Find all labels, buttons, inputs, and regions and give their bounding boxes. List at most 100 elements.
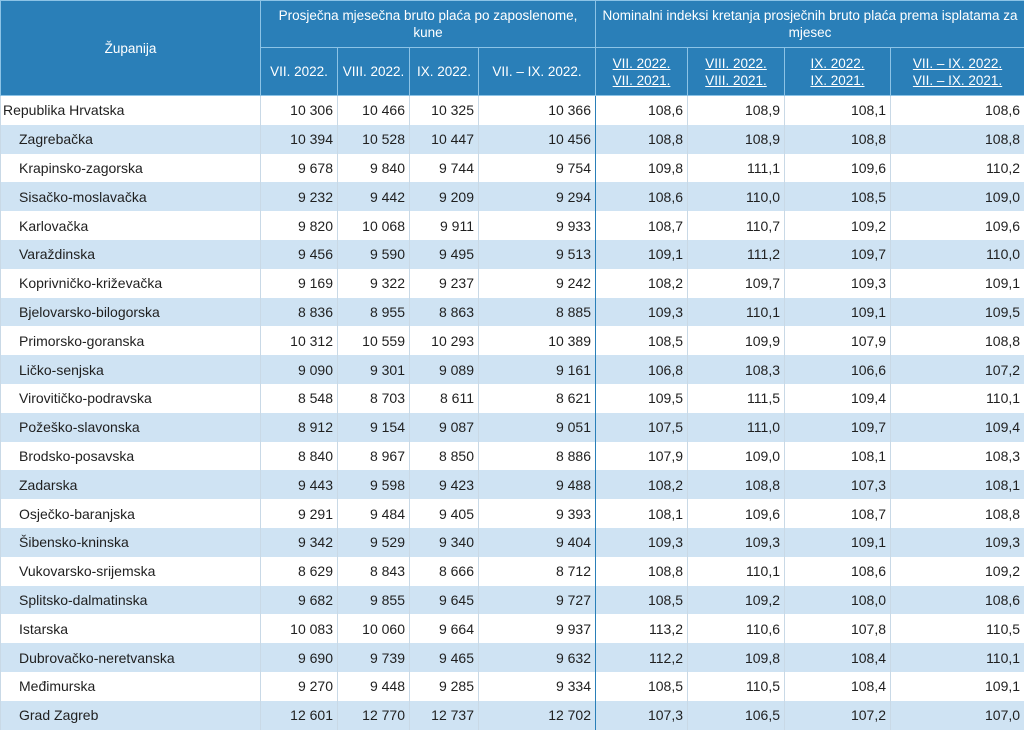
index-cell: 109,8 [596, 154, 688, 183]
index-cell: 109,8 [688, 643, 785, 672]
salary-cell: 9 051 [479, 413, 596, 442]
index-cell: 108,0 [785, 586, 891, 615]
index-cell: 109,5 [596, 384, 688, 413]
index-cell: 108,3 [688, 355, 785, 384]
index-cell: 109,3 [596, 298, 688, 327]
county-name: Republika Hrvatska [1, 96, 261, 125]
salary-cell: 10 293 [410, 326, 479, 355]
salary-cell: 10 389 [479, 326, 596, 355]
salary-cell: 9 301 [338, 355, 410, 384]
index-cell: 111,5 [688, 384, 785, 413]
salary-cell: 9 855 [338, 586, 410, 615]
index-cell: 109,1 [785, 528, 891, 557]
county-name: Krapinsko-zagorska [1, 154, 261, 183]
salary-cell: 8 629 [261, 557, 338, 586]
index-cell: 108,5 [785, 182, 891, 211]
salary-cell: 9 495 [410, 240, 479, 269]
salary-cell: 10 466 [338, 96, 410, 125]
index-cell: 109,4 [891, 413, 1024, 442]
salary-column-header: VIII. 2022. [338, 48, 410, 96]
index-cell: 107,3 [785, 470, 891, 499]
index-cell: 109,0 [891, 182, 1024, 211]
index-cell: 108,1 [785, 442, 891, 471]
index-cell: 108,8 [596, 125, 688, 154]
index-cell: 107,0 [891, 701, 1024, 730]
salary-cell: 10 083 [261, 614, 338, 643]
index-cell: 108,8 [891, 326, 1024, 355]
salary-group-header: Prosječna mjesečna bruto plaća po zaposl… [261, 1, 596, 48]
index-cell: 111,1 [688, 154, 785, 183]
index-cell: 108,1 [596, 499, 688, 528]
salary-cell: 9 442 [338, 182, 410, 211]
index-group-header: Nominalni indeksi kretanja prosječnih br… [596, 1, 1024, 48]
salary-column-header: VII. 2022. [261, 48, 338, 96]
index-cell: 109,9 [688, 326, 785, 355]
county-name: Grad Zagreb [1, 701, 261, 730]
index-cell: 108,6 [891, 586, 1024, 615]
salary-cell: 12 737 [410, 701, 479, 730]
salary-cell: 9 089 [410, 355, 479, 384]
salary-column-header: VII. – IX. 2022. [479, 48, 596, 96]
salary-cell: 10 528 [338, 125, 410, 154]
county-name: Varaždinska [1, 240, 261, 269]
index-cell: 110,5 [688, 672, 785, 701]
index-cell: 109,1 [785, 298, 891, 327]
salary-cell: 8 836 [261, 298, 338, 327]
county-name: Virovitičko-podravska [1, 384, 261, 413]
index-cell: 109,7 [688, 269, 785, 298]
salary-cell: 9 291 [261, 499, 338, 528]
salary-cell: 10 306 [261, 96, 338, 125]
salary-cell: 8 843 [338, 557, 410, 586]
salary-cell: 9 513 [479, 240, 596, 269]
salary-cell: 9 840 [338, 154, 410, 183]
index-cell: 108,6 [596, 96, 688, 125]
index-cell: 108,4 [785, 672, 891, 701]
salary-cell: 9 393 [479, 499, 596, 528]
salary-cell: 9 405 [410, 499, 479, 528]
salary-cell: 9 448 [338, 672, 410, 701]
index-cell: 106,5 [688, 701, 785, 730]
index-cell: 110,0 [891, 240, 1024, 269]
county-column-header: Županija [1, 1, 261, 96]
index-cell: 109,1 [891, 269, 1024, 298]
salary-cell: 9 423 [410, 470, 479, 499]
county-name: Šibensko-kninska [1, 528, 261, 557]
salary-cell: 9 154 [338, 413, 410, 442]
salary-cell: 9 484 [338, 499, 410, 528]
salary-cell: 9 232 [261, 182, 338, 211]
index-cell: 108,4 [785, 643, 891, 672]
salary-cell: 9 334 [479, 672, 596, 701]
salary-cell: 8 955 [338, 298, 410, 327]
index-cell: 109,6 [785, 154, 891, 183]
salary-cell: 9 690 [261, 643, 338, 672]
salary-cell: 9 456 [261, 240, 338, 269]
index-cell: 109,3 [596, 528, 688, 557]
index-cell: 108,8 [891, 499, 1024, 528]
salary-cell: 8 912 [261, 413, 338, 442]
index-cell: 108,2 [596, 470, 688, 499]
index-cell: 107,8 [785, 614, 891, 643]
county-name: Bjelovarsko-bilogorska [1, 298, 261, 327]
index-cell: 109,2 [785, 211, 891, 240]
salary-cell: 9 169 [261, 269, 338, 298]
index-cell: 107,3 [596, 701, 688, 730]
index-cell: 108,9 [688, 96, 785, 125]
index-cell: 110,1 [891, 384, 1024, 413]
salary-cell: 8 666 [410, 557, 479, 586]
salary-cell: 9 678 [261, 154, 338, 183]
index-cell: 108,5 [596, 586, 688, 615]
salary-cell: 9 820 [261, 211, 338, 240]
salary-cell: 9 285 [410, 672, 479, 701]
salary-cell: 9 664 [410, 614, 479, 643]
salary-cell: 8 885 [479, 298, 596, 327]
county-name: Splitsko-dalmatinska [1, 586, 261, 615]
index-column-current: IX. 2022. [789, 55, 886, 72]
